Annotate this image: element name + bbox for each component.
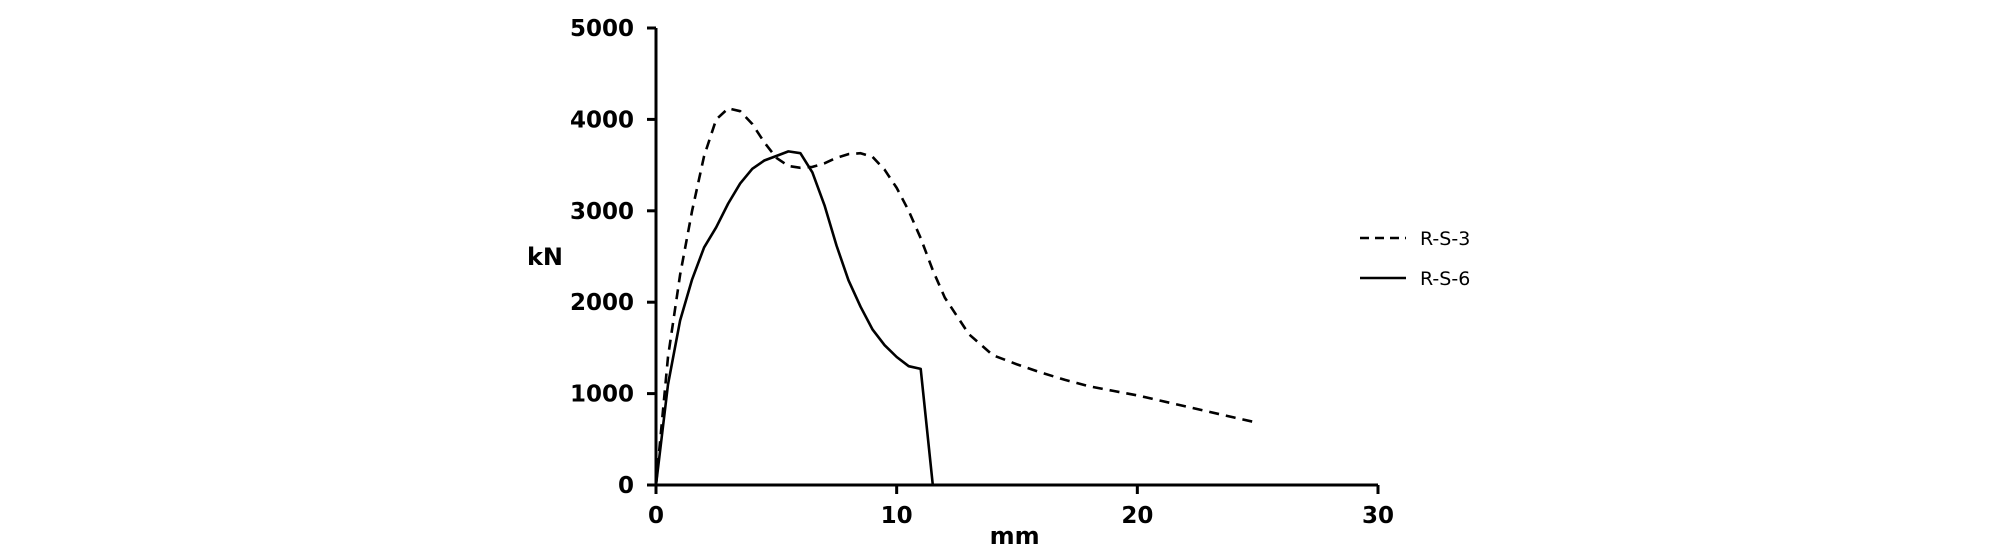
x-tick-label: 20 — [1121, 503, 1153, 529]
y-axis: 0 1000 2000 3000 4000 5000 — [570, 16, 658, 499]
y-tick-label: 2000 — [570, 290, 634, 316]
x-axis-title: mm — [990, 522, 1040, 550]
legend-label-r-s-6: R-S-6 — [1420, 268, 1470, 290]
series-line-r-s-6 — [654, 150, 935, 486]
x-axis: 0 10 20 30 — [648, 483, 1394, 529]
y-axis-title: kN — [527, 243, 563, 271]
y-tick-label: 5000 — [570, 16, 634, 42]
legend-label-r-s-3: R-S-3 — [1420, 228, 1470, 250]
x-tick-label: 0 — [648, 503, 664, 529]
series-line-r-s-3 — [654, 107, 1258, 486]
y-tick-label: 0 — [618, 473, 634, 499]
x-tick-label: 10 — [881, 503, 913, 529]
legend: R-S-3 R-S-6 — [1360, 228, 1470, 290]
x-tick-label: 30 — [1362, 503, 1394, 529]
y-tick-label: 4000 — [570, 107, 634, 133]
y-tick-label: 3000 — [570, 199, 634, 225]
plot-area — [654, 107, 1258, 486]
y-tick-label: 1000 — [570, 382, 634, 408]
